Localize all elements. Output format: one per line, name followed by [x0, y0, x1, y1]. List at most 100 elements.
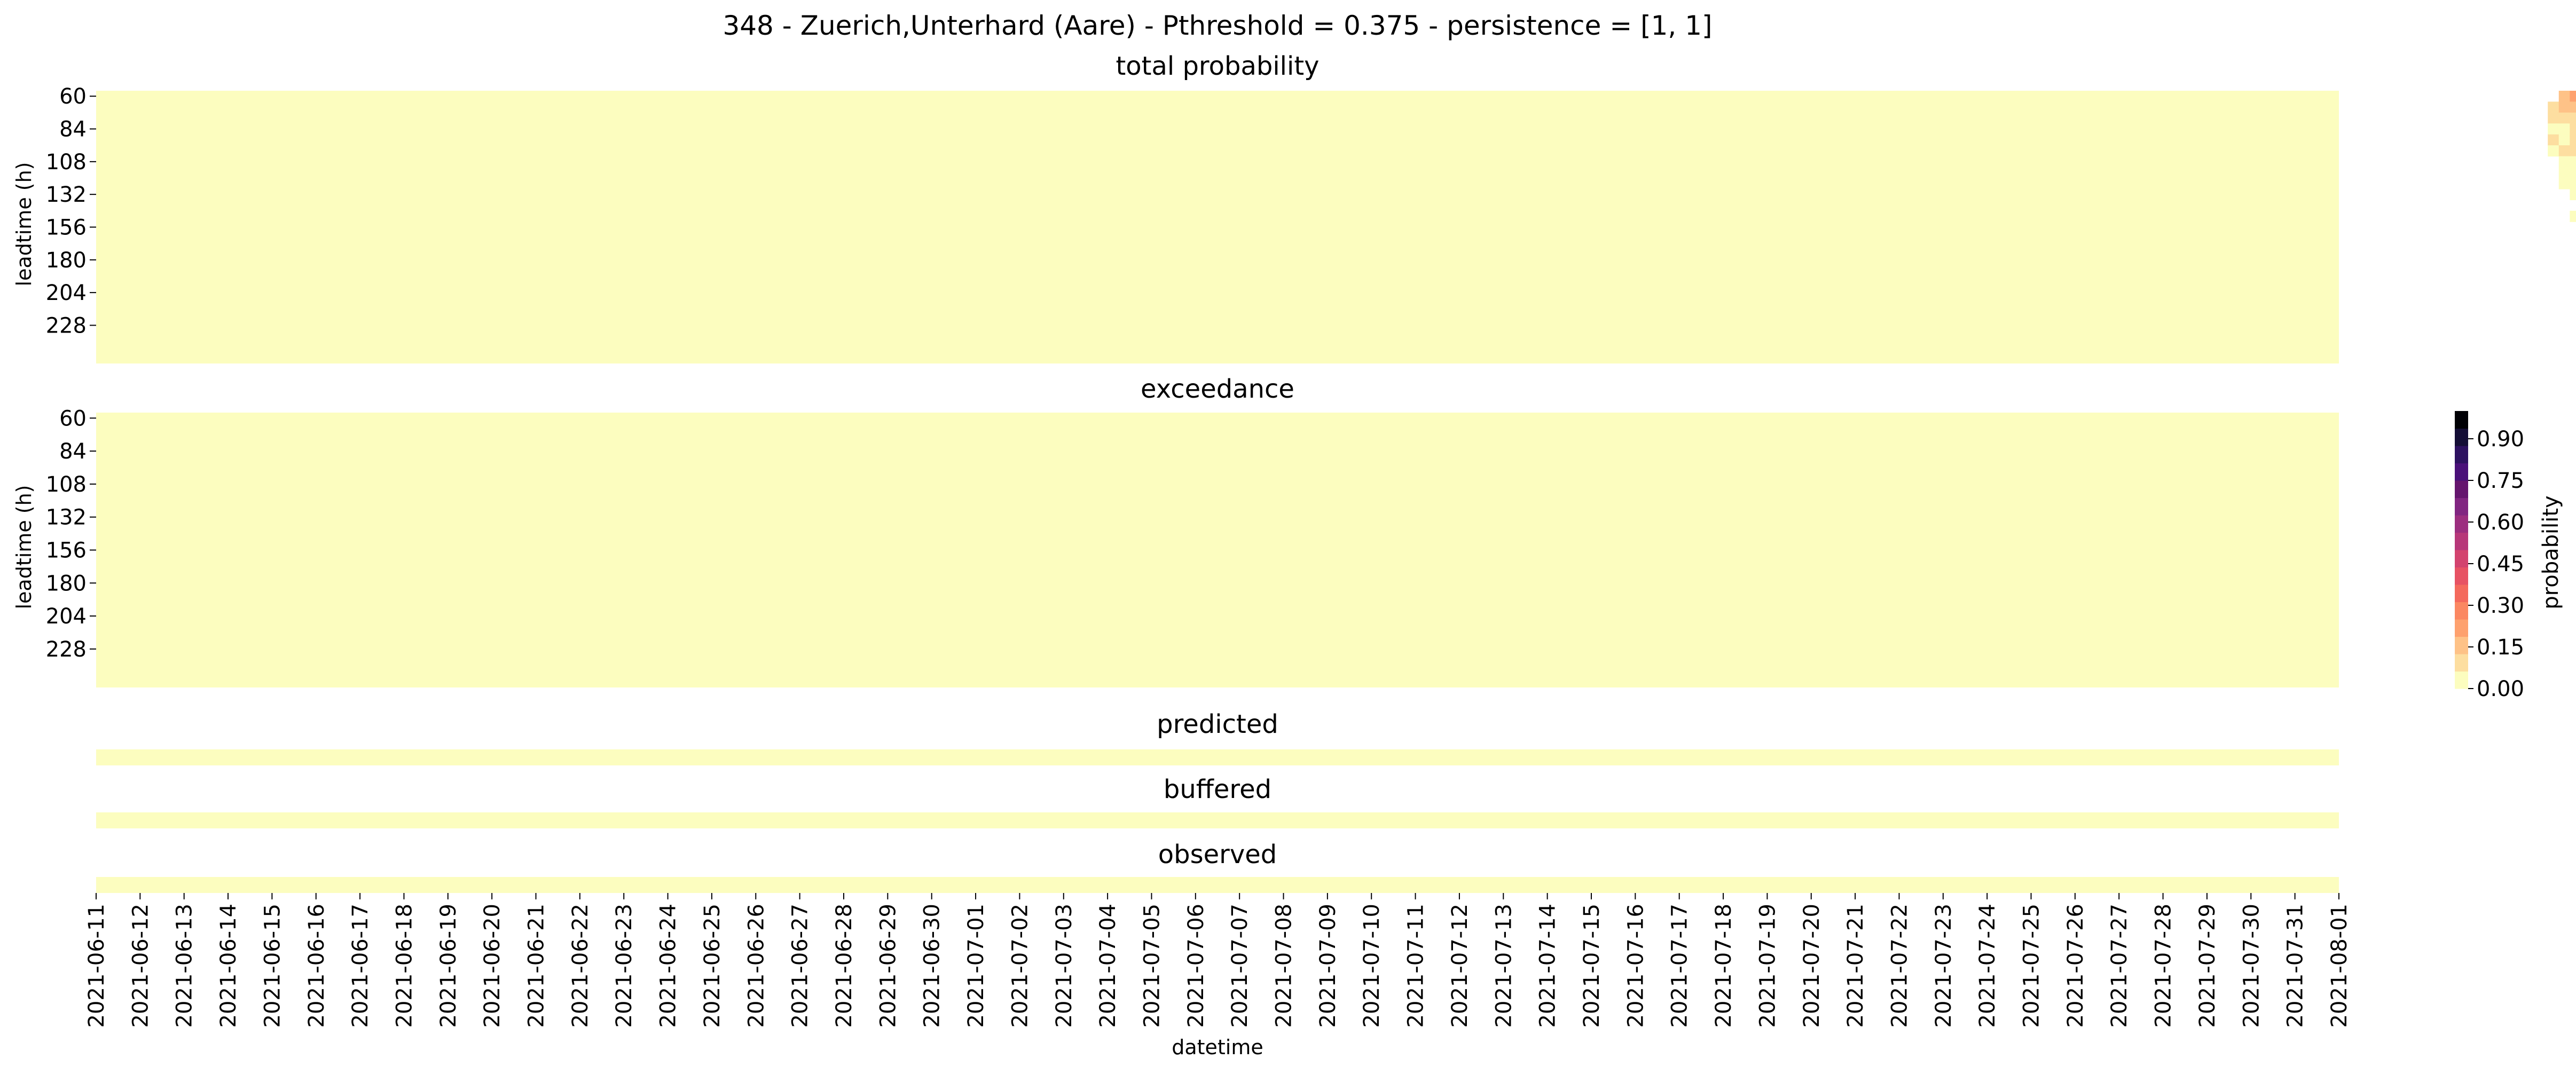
x-axis-label: datetime [1172, 1036, 1263, 1059]
heatmap-cell [2570, 134, 2576, 146]
heatmap-background-exceedance [96, 413, 2339, 687]
x-tick-label: 2021-07-29 [2195, 904, 2220, 1027]
x-tick-label: 2021-07-04 [1096, 904, 1120, 1027]
x-tick-label: 2021-06-14 [216, 904, 241, 1027]
y-tick-label: 84 [59, 117, 87, 142]
y-tick-label: 204 [46, 604, 87, 629]
colorbar-tick-label: 0.60 [2477, 510, 2524, 535]
y-tick-label: 180 [46, 248, 87, 273]
x-tick-label: 2021-06-15 [260, 904, 285, 1027]
strip-background-observed [96, 877, 2339, 893]
heatmap-cell [2548, 101, 2559, 113]
x-tick-label: 2021-07-03 [1052, 904, 1077, 1027]
y-tick-label: 180 [46, 571, 87, 596]
x-tick-label: 2021-06-27 [788, 904, 813, 1027]
heatmap-cell [2570, 210, 2576, 222]
x-tick-label: 2021-07-15 [1580, 904, 1604, 1027]
x-tick-label: 2021-06-18 [392, 904, 417, 1027]
heatmap-cell [2558, 178, 2570, 189]
figure-title: 348 - Zuerich,Unterhard (Aare) - Pthresh… [722, 10, 1712, 41]
heatmap-cell [2570, 101, 2576, 113]
colorbar-segment [2455, 602, 2468, 620]
x-tick-label: 2021-07-02 [1008, 904, 1032, 1027]
x-tick-label: 2021-07-24 [1975, 904, 2000, 1027]
heatmap-cell [2548, 145, 2559, 157]
heatmap-background-total-probability [96, 91, 2339, 363]
heatmap-cell [2558, 134, 2570, 146]
heatmap-cell [2558, 101, 2570, 113]
heatmap-cell [2570, 156, 2576, 168]
colorbar: 0.00 0.15 0.30 0.45 0.60 0.75 0.90 probability [2455, 411, 2563, 701]
y-tick-label: 60 [59, 84, 87, 109]
x-tick-label: 2021-06-13 [172, 904, 197, 1027]
colorbar-tick-label: 0.15 [2477, 635, 2524, 660]
x-tick-label: 2021-06-19 [436, 904, 461, 1027]
panel-title-predicted: predicted [1157, 709, 1278, 739]
heatmap-cell [2548, 123, 2559, 135]
colorbar-segment [2455, 654, 2468, 672]
x-tick-label: 2021-06-26 [744, 904, 768, 1027]
colorbar-segment [2455, 411, 2468, 429]
panel-title-total-probability: total probability [1116, 51, 1319, 81]
colorbar-segment [2455, 532, 2468, 550]
x-tick-label: 2021-06-30 [920, 904, 945, 1027]
colorbar-segment [2455, 550, 2468, 568]
heatmap-cell [2570, 188, 2576, 200]
panel-title-exceedance: exceedance [1141, 374, 1294, 404]
x-tick-label: 2021-07-06 [1184, 904, 1208, 1027]
x-tick-label: 2021-07-25 [2020, 904, 2044, 1027]
y-tick-label: 228 [46, 637, 87, 662]
y-tick-label: 132 [46, 505, 87, 530]
colorbar-segment [2455, 446, 2468, 464]
x-tick-label: 2021-07-23 [1931, 904, 1956, 1027]
y-tick-label: 156 [46, 216, 87, 240]
x-tick-label: 2021-07-17 [1668, 904, 1692, 1027]
y-axis-label-exceedance: leadtime (h) [12, 485, 36, 609]
x-tick-label: 2021-08-01 [2327, 904, 2352, 1027]
y-tick-label: 204 [46, 281, 87, 305]
heatmap-cell [2570, 112, 2576, 124]
x-tick-label: 2021-06-23 [612, 904, 637, 1027]
y-axis-label-total-probability: leadtime (h) [12, 162, 36, 286]
y-ticks-total-probability: 60 84 108 132 156 180 204 228 [46, 84, 96, 338]
x-tick-label: 2021-07-11 [1404, 904, 1428, 1027]
colorbar-segment [2455, 515, 2468, 533]
heatmap-cell [2570, 167, 2576, 179]
x-tick-label: 2021-07-09 [1316, 904, 1340, 1027]
x-tick-label: 2021-06-20 [480, 904, 505, 1027]
x-tick-label: 2021-07-27 [2107, 904, 2132, 1027]
colorbar-segment [2455, 428, 2468, 446]
heatmap-cell [2570, 178, 2576, 189]
x-tick-label: 2021-06-22 [568, 904, 593, 1027]
x-tick-label: 2021-07-31 [2283, 904, 2308, 1027]
heatmap-cell [2548, 112, 2559, 124]
colorbar-segment [2455, 463, 2468, 481]
heatmap-cells-total-probability [2548, 91, 2576, 222]
colorbar-tick-label: 0.00 [2477, 677, 2524, 701]
colorbar-gradient [2455, 411, 2468, 689]
predicted-panel: predicted [96, 709, 2339, 765]
y-tick-label: 228 [46, 313, 87, 338]
x-tick-label: 2021-06-28 [832, 904, 857, 1027]
y-tick-label: 60 [59, 406, 87, 431]
x-tick-label: 2021-07-13 [1491, 904, 1516, 1027]
x-tick-label: 2021-06-17 [348, 904, 373, 1027]
x-tick-label: 2021-07-18 [1711, 904, 1736, 1027]
y-tick-label: 156 [46, 539, 87, 563]
x-tick-label: 2021-07-20 [1800, 904, 1824, 1027]
x-tick-label: 2021-07-05 [1140, 904, 1164, 1027]
x-axis-ticks: 2021-06-11 2021-06-12 2021-06-13 2021-06-14… [84, 893, 2352, 1027]
colorbar-segment [2455, 619, 2468, 637]
buffered-panel: buffered [96, 774, 2339, 828]
x-tick-label: 2021-07-14 [1536, 904, 1560, 1027]
colorbar-tick-label: 0.45 [2477, 552, 2524, 576]
heatmap-cell [2558, 156, 2570, 168]
strip-background-predicted [96, 749, 2339, 765]
x-tick-label: 2021-07-21 [1843, 904, 1868, 1027]
x-tick-label: 2021-07-10 [1360, 904, 1384, 1027]
x-tick-label: 2021-06-29 [876, 904, 900, 1027]
colorbar-label: probability [2539, 495, 2563, 609]
panel-title-buffered: buffered [1164, 774, 1271, 804]
x-tick-label: 2021-07-26 [2063, 904, 2088, 1027]
